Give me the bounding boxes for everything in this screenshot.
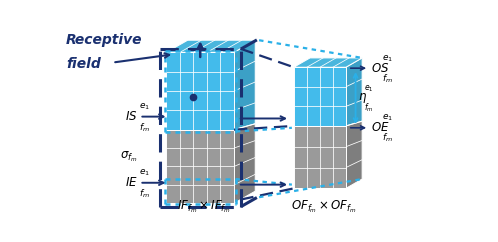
Text: $IE$: $IE$ bbox=[124, 176, 137, 189]
Polygon shape bbox=[294, 126, 346, 188]
Text: $f_m$: $f_m$ bbox=[138, 187, 149, 200]
Text: $\sigma_{f_m}$: $\sigma_{f_m}$ bbox=[120, 149, 137, 164]
Text: $e_1$: $e_1$ bbox=[382, 53, 393, 63]
Text: $f_m$: $f_m$ bbox=[365, 102, 374, 114]
Polygon shape bbox=[294, 67, 346, 126]
Text: $IF_{f_m} \times IF_{f_m}$: $IF_{f_m} \times IF_{f_m}$ bbox=[177, 199, 231, 215]
Text: $IS$: $IS$ bbox=[125, 110, 137, 123]
Text: $e_1$: $e_1$ bbox=[365, 84, 374, 94]
Text: $OF_{f_m} \times OF_{f_m}$: $OF_{f_m} \times OF_{f_m}$ bbox=[291, 199, 357, 215]
Polygon shape bbox=[346, 58, 362, 126]
Text: $f_m$: $f_m$ bbox=[382, 132, 393, 144]
Polygon shape bbox=[234, 40, 255, 130]
Text: $OS$: $OS$ bbox=[371, 62, 389, 75]
Text: $OE$: $OE$ bbox=[371, 121, 389, 134]
Text: $e_1$: $e_1$ bbox=[138, 101, 150, 112]
Polygon shape bbox=[294, 58, 362, 67]
Polygon shape bbox=[346, 121, 362, 188]
Text: $e_1$: $e_1$ bbox=[382, 113, 393, 123]
Text: $f_m$: $f_m$ bbox=[382, 72, 393, 85]
Text: $e_1$: $e_1$ bbox=[138, 168, 150, 178]
Text: $\eta$: $\eta$ bbox=[358, 91, 367, 106]
Polygon shape bbox=[166, 52, 234, 130]
Polygon shape bbox=[234, 124, 255, 203]
Polygon shape bbox=[166, 40, 255, 52]
Text: field: field bbox=[66, 57, 101, 71]
Text: $f_m$: $f_m$ bbox=[138, 121, 149, 134]
Polygon shape bbox=[166, 130, 234, 203]
Text: Receptive: Receptive bbox=[66, 33, 142, 47]
